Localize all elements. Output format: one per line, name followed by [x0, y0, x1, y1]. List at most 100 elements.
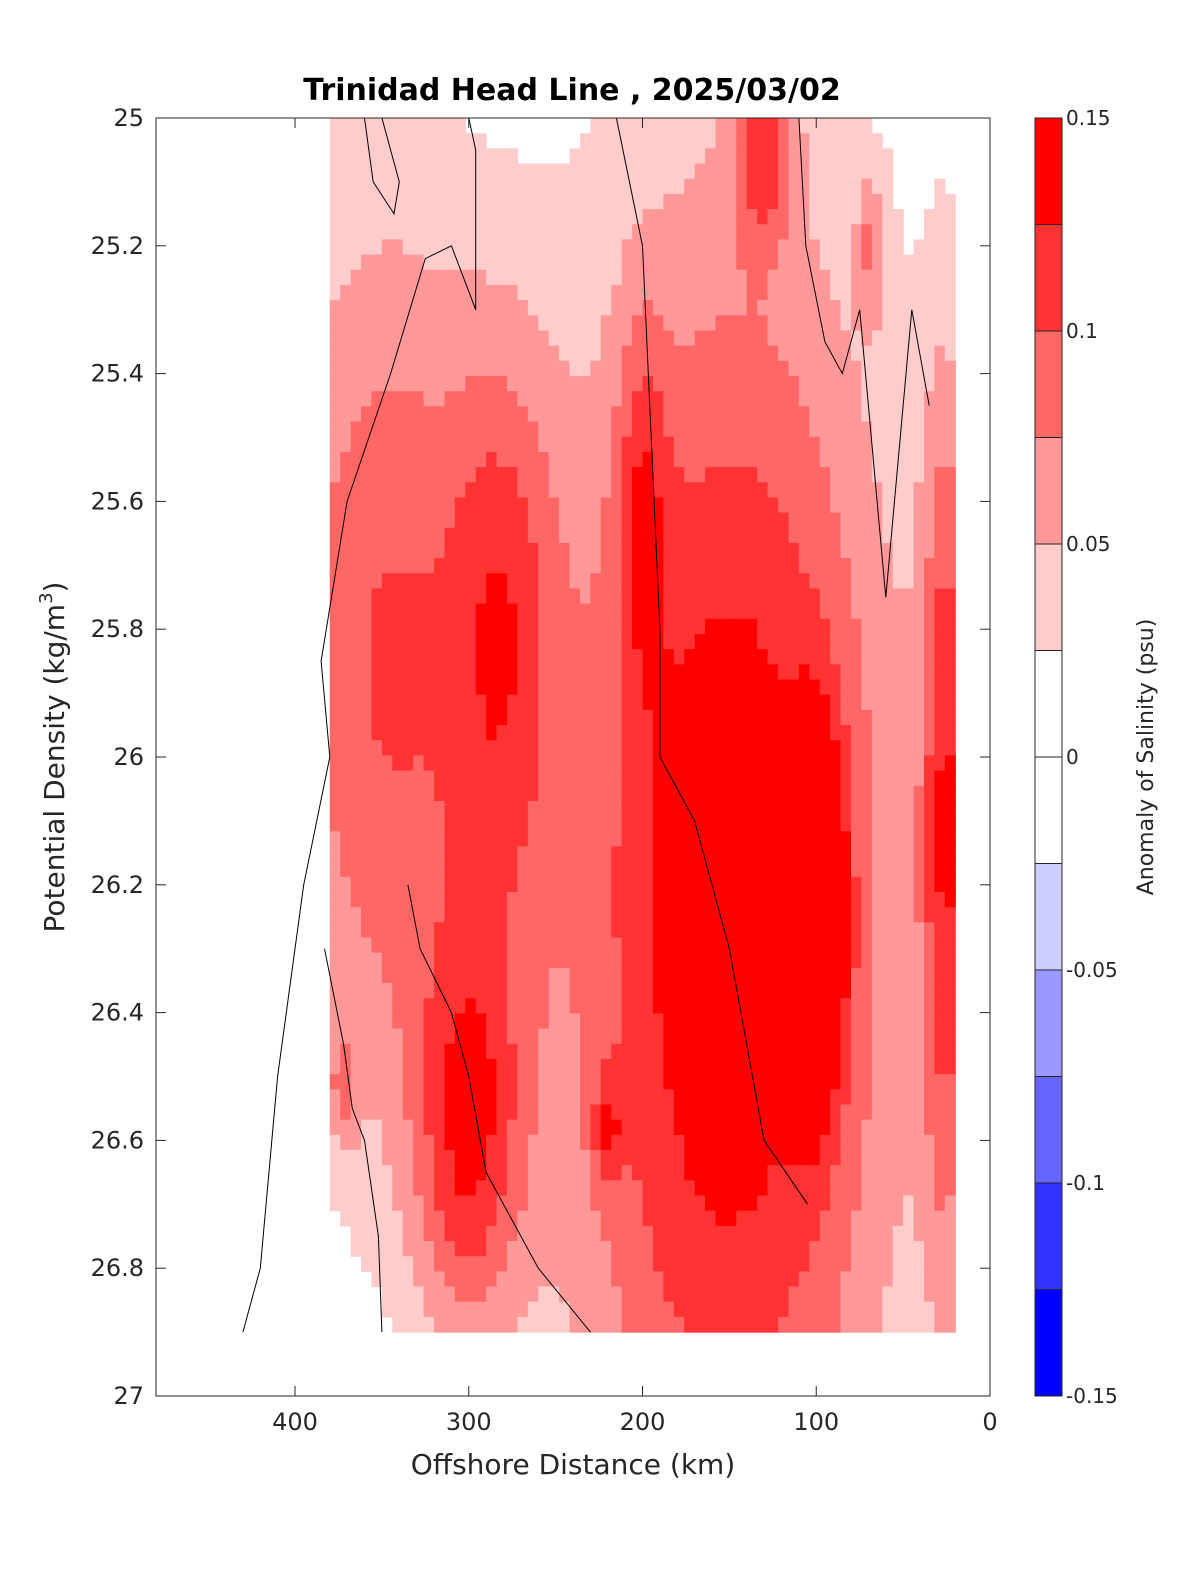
contour-cell: [819, 451, 831, 468]
contour-cell: [944, 1195, 956, 1212]
contour-cell: [371, 467, 383, 483]
contour-cell: [621, 451, 633, 468]
colorbar-swatch: [1035, 1183, 1062, 1290]
contour-cell: [778, 1074, 790, 1090]
contour-cell: [642, 209, 654, 225]
colorbar-tick-label: -0.1: [1066, 1171, 1105, 1195]
contour-cell: [548, 740, 560, 757]
contour-cell: [694, 209, 706, 225]
contour-cell: [663, 421, 675, 438]
contour-cell: [746, 391, 758, 407]
contour-cell: [851, 785, 863, 802]
contour-cell: [757, 998, 769, 1014]
contour-cell: [590, 1316, 602, 1333]
contour-cell: [506, 952, 518, 969]
contour-cell: [861, 178, 873, 195]
contour-cell: [517, 1241, 529, 1257]
contour-cell: [569, 224, 581, 241]
contour-cell: [381, 360, 393, 377]
contour-cell: [746, 725, 758, 741]
contour-cell: [340, 770, 352, 787]
contour-cell: [475, 421, 487, 438]
contour-cell: [434, 436, 446, 453]
contour-cell: [621, 740, 633, 757]
contour-cell: [538, 436, 550, 453]
contour-cell: [673, 1119, 685, 1136]
contour-cell: [673, 922, 685, 939]
contour-cell: [694, 937, 706, 954]
contour-cell: [778, 209, 790, 225]
contour-cell: [423, 1210, 435, 1227]
contour-cell: [329, 497, 341, 514]
contour-cell: [361, 163, 373, 180]
contour-cell: [381, 1225, 393, 1242]
contour-cell: [506, 907, 518, 923]
contour-cell: [486, 1089, 498, 1106]
contour-cell: [423, 360, 435, 377]
contour-cell: [944, 436, 956, 453]
contour-cell: [923, 588, 935, 605]
contour-cell: [746, 740, 758, 757]
contour-cell: [642, 1149, 654, 1166]
contour-cell: [851, 633, 863, 650]
contour-cell: [392, 239, 404, 256]
contour-cell: [465, 451, 477, 468]
contour-cell: [517, 254, 529, 271]
contour-cell: [944, 224, 956, 241]
contour-cell: [465, 224, 477, 241]
contour-cell: [778, 876, 790, 893]
contour-cell: [934, 694, 946, 711]
contour-cell: [527, 391, 539, 407]
contour-cell: [694, 406, 706, 423]
contour-cell: [496, 922, 508, 939]
contour-cell: [819, 1104, 831, 1121]
contour-cell: [340, 755, 352, 772]
contour-cell: [705, 740, 717, 757]
contour-cell: [694, 1301, 706, 1318]
contour-cell: [652, 1013, 664, 1030]
contour-cell: [486, 983, 498, 999]
contour-cell: [444, 1195, 456, 1212]
contour-cell: [465, 284, 477, 301]
contour-cell: [527, 998, 539, 1014]
contour-cell: [757, 1104, 769, 1121]
contour-cell: [496, 983, 508, 999]
contour-cell: [923, 1180, 935, 1197]
contour-cell: [340, 1074, 352, 1090]
contour-cell: [632, 1134, 644, 1151]
contour-cell: [402, 118, 414, 134]
contour-cell: [538, 800, 550, 817]
contour-cell: [757, 876, 769, 893]
contour-cell: [798, 770, 810, 787]
contour-cell: [757, 649, 769, 665]
contour-cell: [944, 1043, 956, 1060]
contour-cell: [517, 664, 529, 681]
contour-cell: [361, 998, 373, 1014]
contour-cell: [444, 967, 456, 984]
contour-cell: [798, 406, 810, 423]
contour-cell: [788, 649, 800, 665]
contour-cell: [694, 375, 706, 392]
contour-cell: [840, 1241, 852, 1257]
contour-cell: [402, 952, 414, 969]
contour-cell: [548, 785, 560, 802]
contour-cell: [506, 391, 518, 407]
contour-cell: [350, 1195, 362, 1212]
contour-cell: [361, 558, 373, 574]
contour-cell: [392, 406, 404, 423]
contour-cell: [444, 922, 456, 939]
contour-cell: [621, 755, 633, 772]
contour-cell: [381, 618, 393, 635]
contour-cell: [632, 1149, 644, 1166]
contour-cell: [840, 1028, 852, 1045]
contour-cell: [423, 649, 435, 665]
contour-cell: [611, 1104, 623, 1121]
contour-cell: [423, 1074, 435, 1090]
contour-cell: [611, 800, 623, 817]
contour-cell: [548, 1074, 560, 1090]
contour-cell: [923, 1028, 935, 1045]
contour-cell: [684, 664, 696, 681]
contour-cell: [788, 588, 800, 605]
contour-cell: [579, 360, 591, 377]
contour-cell: [486, 1225, 498, 1242]
